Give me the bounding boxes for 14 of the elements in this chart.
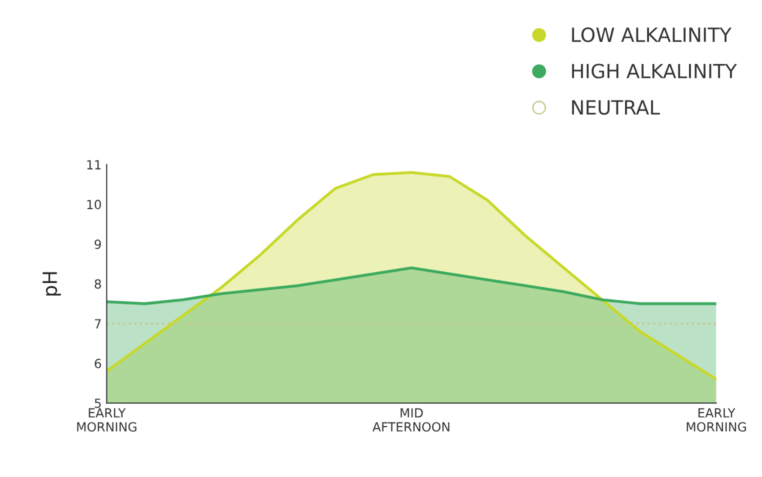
y-tick-label: 5: [94, 398, 101, 408]
y-tick-label: 10: [87, 200, 101, 210]
legend-label: HIGH ALKALINITY: [572, 64, 737, 78]
y-tick-label: 9: [94, 240, 101, 249]
y-tick-label: 6: [94, 358, 102, 368]
legend-label: NEUTRAL: [572, 100, 660, 115]
x-tick-label: EARLY MORNING: [686, 408, 746, 432]
y-axis-title: pH: [42, 272, 61, 296]
x-tick-label: MID AFTERNOON: [372, 408, 450, 432]
y-tick-label: 11: [87, 160, 101, 170]
x-tick-label: EARLY MORNING: [77, 408, 136, 432]
y-tick-label: 7: [94, 319, 101, 328]
legend-label: LOW ALKALINITY: [572, 27, 732, 42]
y-tick-label: 8: [94, 279, 101, 289]
